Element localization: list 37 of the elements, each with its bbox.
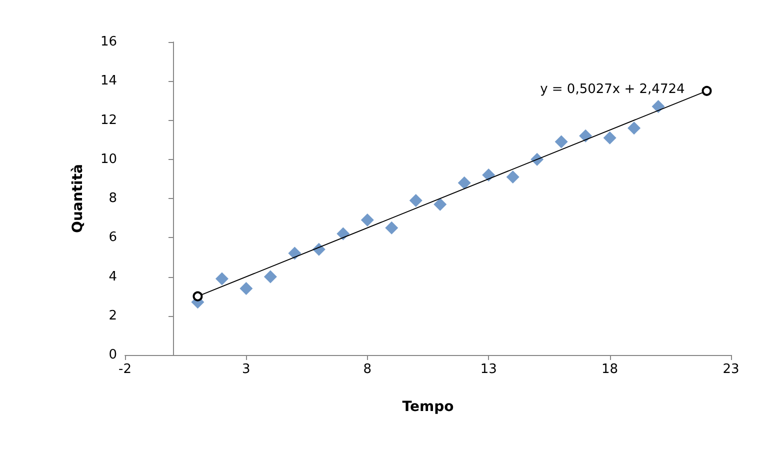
y-tick-label: 16	[100, 34, 117, 50]
point	[702, 86, 712, 96]
y-tick-label: 10	[100, 152, 117, 167]
point	[192, 291, 203, 302]
point	[336, 227, 350, 240]
point	[264, 270, 277, 284]
x-tick-label: 13	[480, 362, 497, 377]
point	[434, 198, 447, 211]
y-axis-title: Quantità	[70, 164, 86, 233]
point	[215, 272, 228, 286]
y-tick-label: 14	[100, 74, 117, 89]
x-axis-title: Tempo	[402, 399, 454, 415]
point	[554, 135, 568, 148]
point	[579, 129, 592, 142]
point	[603, 131, 616, 144]
point	[288, 246, 302, 260]
x-tick-label: 8	[363, 362, 372, 377]
x-tick-label: -2	[118, 362, 132, 377]
point	[652, 100, 665, 114]
point	[240, 282, 253, 295]
point	[628, 122, 641, 135]
y-tick-label: 2	[108, 308, 117, 324]
x-tick-label: 23	[722, 362, 740, 377]
y-tick-label: 0	[108, 348, 117, 362]
point	[506, 170, 520, 184]
y-tick-label: 4	[108, 269, 117, 284]
y-tick-label: 6	[108, 230, 117, 246]
point	[458, 176, 471, 190]
point	[409, 194, 422, 207]
point	[385, 221, 398, 234]
y-tick-label: 12	[100, 112, 117, 128]
annotation: y = 0,5027x + 2,4724	[540, 82, 685, 97]
x-tick-label: 18	[602, 362, 618, 377]
x-tick-label: 3	[242, 362, 250, 377]
point	[482, 168, 496, 182]
y-tick-label: 8	[108, 191, 117, 206]
point	[360, 214, 374, 227]
